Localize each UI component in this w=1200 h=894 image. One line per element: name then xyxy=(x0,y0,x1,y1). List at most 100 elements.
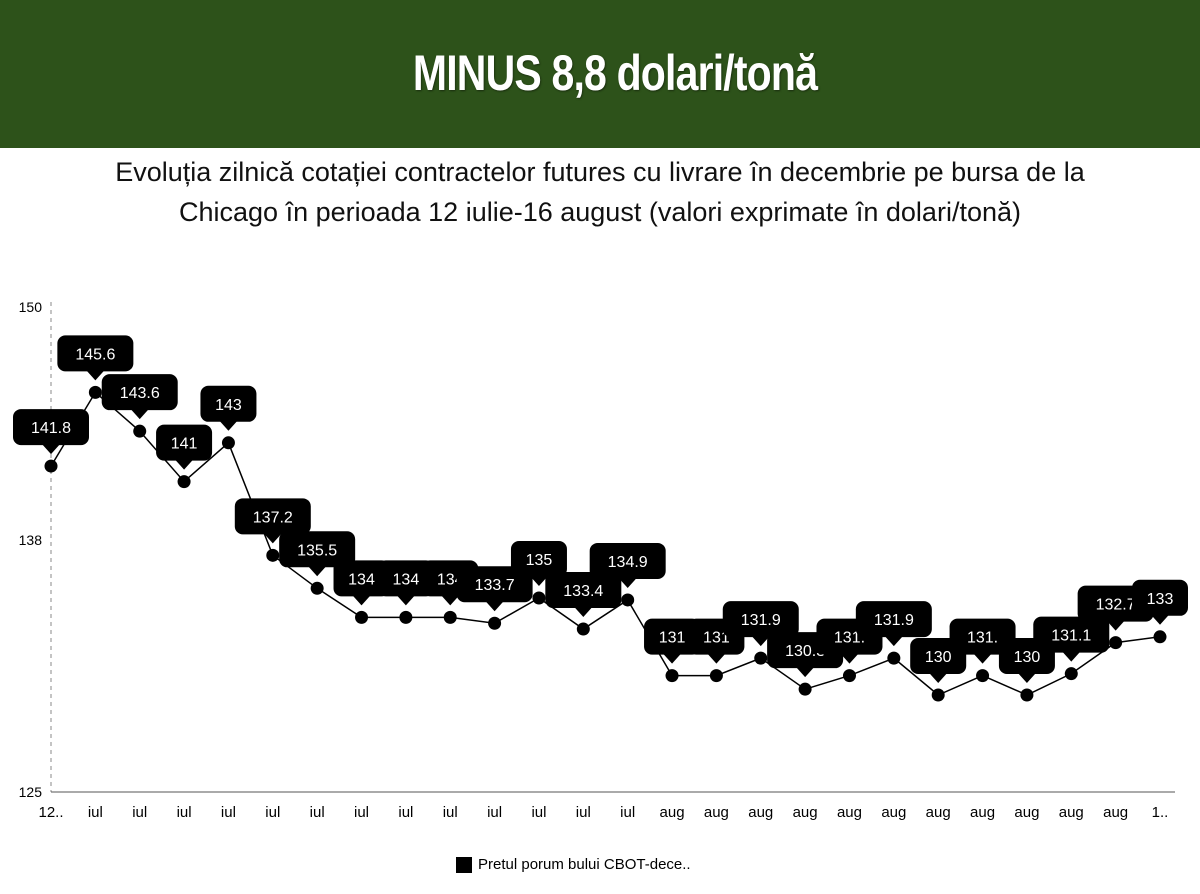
x-tick-label: iul xyxy=(487,804,502,821)
data-label-pointer xyxy=(219,420,238,431)
data-point xyxy=(754,651,768,665)
data-label: 145.6 xyxy=(75,346,115,363)
data-label-pointer xyxy=(663,653,682,664)
data-point xyxy=(1020,688,1034,702)
data-label-box xyxy=(855,601,932,638)
data-label-box xyxy=(589,542,666,579)
data-label-pointer xyxy=(175,459,194,470)
x-tick-label: 1.. xyxy=(1152,804,1169,821)
x-tick-label: aug xyxy=(704,804,729,821)
x-tick-label: iul xyxy=(398,804,413,821)
data-label-box xyxy=(156,424,213,461)
data-label-pointer xyxy=(130,409,149,420)
chart-legend: Pretul porum bului CBOT-dece.. xyxy=(456,856,691,873)
x-tick-label: aug xyxy=(1014,804,1039,821)
data-point xyxy=(399,610,413,624)
legend-label: Pretul porum bului CBOT-dece.. xyxy=(478,856,691,873)
data-label: 143 xyxy=(215,397,242,414)
data-label: 131.9 xyxy=(741,612,781,629)
y-tick-label: 125 xyxy=(19,784,43,800)
data-label: 130 xyxy=(1014,649,1041,666)
data-point xyxy=(266,548,280,562)
data-label-box xyxy=(644,618,701,655)
data-label: 133.7 xyxy=(475,577,515,594)
data-point xyxy=(798,682,812,696)
data-label: 131 xyxy=(659,630,686,647)
data-point xyxy=(355,610,369,624)
data-label-pointer xyxy=(352,595,371,606)
data-label-pointer xyxy=(618,577,637,588)
data-label-box xyxy=(101,374,178,411)
subtitle-line-1: Evoluția zilnică cotației contractelor f… xyxy=(115,157,1085,187)
data-point xyxy=(1109,636,1123,650)
data-label: 130 xyxy=(925,649,952,666)
data-label-pointer xyxy=(751,636,770,647)
x-tick-label: aug xyxy=(793,804,818,821)
data-label: 141.8 xyxy=(31,420,71,437)
data-label: 132.7 xyxy=(1096,597,1136,614)
data-label: 135.5 xyxy=(297,542,337,559)
data-label-pointer xyxy=(973,653,992,664)
data-label-box xyxy=(13,409,89,446)
x-tick-label: aug xyxy=(837,804,862,821)
data-label-pointer xyxy=(308,566,327,577)
y-tick-label: 150 xyxy=(19,299,43,315)
data-label-pointer xyxy=(1017,673,1036,683)
data-label-box xyxy=(510,541,567,577)
x-tick-label: aug xyxy=(881,804,906,821)
title-banner: MINUS 8,8 dolari/tonă xyxy=(0,0,1200,148)
data-label-pointer xyxy=(1062,651,1081,662)
data-label-box xyxy=(456,566,533,603)
data-label: 134 xyxy=(348,571,375,588)
legend-swatch xyxy=(456,856,472,873)
data-label-pointer xyxy=(707,653,726,664)
data-label-pointer xyxy=(574,607,593,618)
data-label: 134 xyxy=(393,571,420,588)
data-point xyxy=(44,459,58,473)
data-label-pointer xyxy=(485,601,504,612)
data-point xyxy=(310,581,324,595)
data-label-box xyxy=(333,560,390,597)
data-label-pointer xyxy=(840,653,859,664)
x-tick-label: aug xyxy=(1059,804,1084,821)
line-chart: 125 138 150 12.. iul iul iul iul iul iul iul iul iul… xyxy=(13,299,1188,821)
data-label: 135 xyxy=(526,552,553,569)
data-point xyxy=(842,669,856,683)
data-point xyxy=(576,622,590,636)
chart-subtitle: Evoluția zilnică cotației contractelor f… xyxy=(0,152,1200,232)
data-point xyxy=(88,385,102,399)
data-label-pointer xyxy=(441,595,460,606)
x-tick-label: 12.. xyxy=(38,804,63,821)
data-label-box xyxy=(234,498,311,535)
x-tick-label: iul xyxy=(132,804,147,821)
x-tick-label: iul xyxy=(443,804,458,821)
data-label-box xyxy=(200,385,257,422)
data-label: 133.4 xyxy=(563,583,603,600)
subtitle-line-2: Chicago în perioada 12 iulie-16 august (… xyxy=(179,197,1021,227)
x-tick-label: iul xyxy=(354,804,369,821)
data-label-pointer xyxy=(1106,620,1125,631)
data-label: 143.6 xyxy=(120,385,160,402)
data-label: 131. xyxy=(834,630,865,647)
x-tick-label: aug xyxy=(660,804,685,821)
x-tick-label: aug xyxy=(970,804,995,821)
x-tick-label: iul xyxy=(177,804,192,821)
x-tick-label: iul xyxy=(88,804,103,821)
data-label-pointer xyxy=(929,673,948,683)
x-tick-label: aug xyxy=(1103,804,1128,821)
x-tick-label: aug xyxy=(926,804,951,821)
x-tick-label: aug xyxy=(748,804,773,821)
x-tick-label: iul xyxy=(531,804,546,821)
data-point xyxy=(488,616,502,630)
data-label: 131. xyxy=(967,630,998,647)
data-point xyxy=(887,651,901,665)
data-label-pointer xyxy=(263,533,282,544)
x-tick-label: iul xyxy=(576,804,591,821)
data-point xyxy=(665,669,679,683)
data-label: 131.1 xyxy=(1051,628,1091,645)
data-label-pointer xyxy=(1151,614,1169,625)
data-label-box xyxy=(279,531,356,568)
data-label-pointer xyxy=(42,444,60,455)
data-point xyxy=(1064,667,1078,681)
data-point xyxy=(443,610,457,624)
